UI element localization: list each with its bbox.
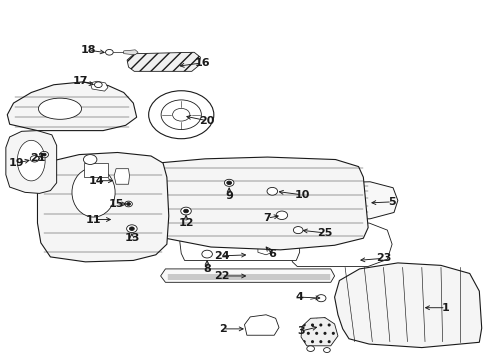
Text: 7: 7 <box>263 213 271 223</box>
Ellipse shape <box>72 168 115 217</box>
Polygon shape <box>7 82 137 131</box>
Circle shape <box>279 213 284 217</box>
Text: 14: 14 <box>89 176 104 186</box>
Text: 10: 10 <box>294 190 309 200</box>
Polygon shape <box>90 81 108 91</box>
Polygon shape <box>123 50 138 55</box>
Circle shape <box>30 156 39 162</box>
Polygon shape <box>114 169 129 184</box>
Circle shape <box>276 211 287 220</box>
Text: 12: 12 <box>178 218 193 228</box>
Text: 4: 4 <box>295 292 303 302</box>
Polygon shape <box>84 163 108 177</box>
Circle shape <box>172 108 189 121</box>
Ellipse shape <box>39 98 81 119</box>
Circle shape <box>40 152 48 158</box>
Circle shape <box>323 348 329 352</box>
Text: 3: 3 <box>297 326 304 336</box>
Text: 13: 13 <box>124 233 139 243</box>
Polygon shape <box>289 182 397 219</box>
Text: 5: 5 <box>387 197 395 207</box>
Circle shape <box>266 188 277 195</box>
Polygon shape <box>6 131 57 193</box>
Circle shape <box>129 227 134 230</box>
Text: 18: 18 <box>81 45 96 55</box>
Text: 25: 25 <box>317 228 332 238</box>
Circle shape <box>148 91 213 139</box>
Text: 6: 6 <box>268 249 276 259</box>
Text: 20: 20 <box>199 116 214 126</box>
Text: 22: 22 <box>213 271 229 281</box>
Text: 19: 19 <box>9 158 24 168</box>
Text: 8: 8 <box>203 264 210 274</box>
Polygon shape <box>127 52 200 71</box>
Text: 15: 15 <box>108 199 123 209</box>
Polygon shape <box>301 318 337 346</box>
Text: 17: 17 <box>73 76 88 86</box>
Circle shape <box>83 154 97 165</box>
Ellipse shape <box>17 140 45 181</box>
Polygon shape <box>257 241 272 255</box>
Polygon shape <box>334 263 481 348</box>
Text: 11: 11 <box>85 215 101 225</box>
Circle shape <box>293 226 303 234</box>
Text: 16: 16 <box>194 58 210 68</box>
Text: 9: 9 <box>225 190 233 201</box>
Text: 1: 1 <box>441 303 449 313</box>
Circle shape <box>183 209 188 213</box>
Circle shape <box>224 179 233 186</box>
Text: 2: 2 <box>219 324 226 334</box>
Circle shape <box>202 250 212 258</box>
Circle shape <box>226 181 231 185</box>
Circle shape <box>316 294 325 302</box>
Circle shape <box>306 346 314 351</box>
Circle shape <box>126 225 137 233</box>
Text: 24: 24 <box>213 251 229 261</box>
Circle shape <box>181 207 191 215</box>
Polygon shape <box>130 157 367 250</box>
Polygon shape <box>288 223 391 266</box>
Circle shape <box>42 153 46 156</box>
Circle shape <box>124 201 132 207</box>
Polygon shape <box>244 315 279 335</box>
Circle shape <box>105 49 113 55</box>
Polygon shape <box>38 153 168 262</box>
Circle shape <box>161 100 201 130</box>
Circle shape <box>126 203 130 206</box>
Text: 21: 21 <box>30 153 45 163</box>
Text: 23: 23 <box>375 253 390 263</box>
Polygon shape <box>180 222 299 260</box>
Circle shape <box>94 82 102 87</box>
Polygon shape <box>160 269 334 282</box>
